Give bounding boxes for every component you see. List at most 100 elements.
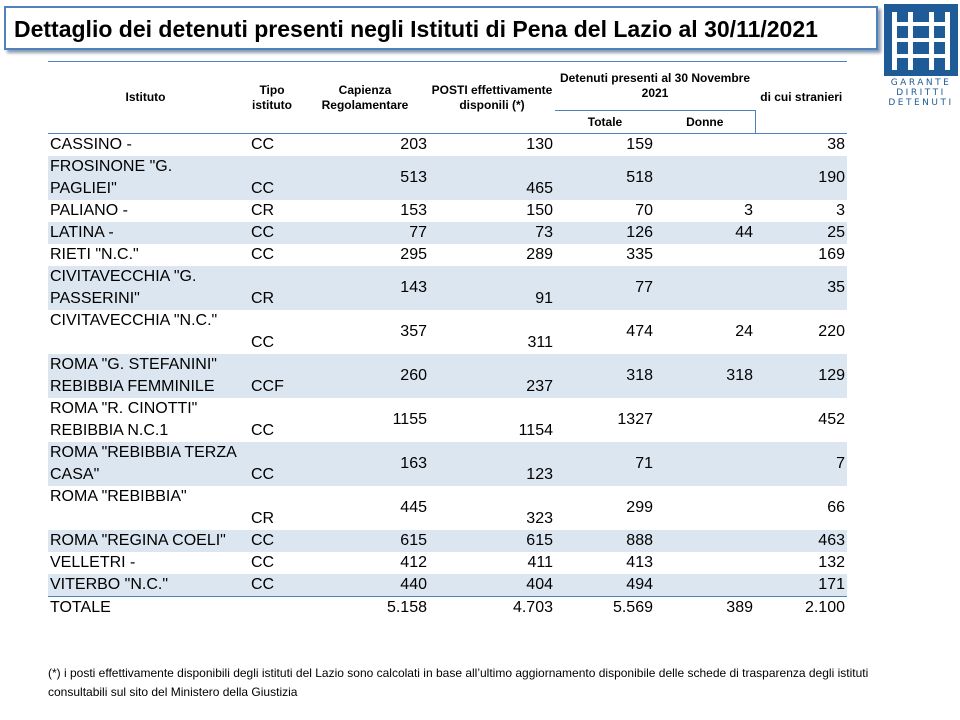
cell-istituto: ROMA "G. STEFANINI" REBIBBIA FEMMINILE <box>48 354 243 398</box>
cell-totale: 126 <box>555 222 655 244</box>
cell-istituto: ROMA "REBIBBIA TERZA CASA" <box>48 442 243 486</box>
cell-istituto: CIVITAVECCHIA "N.C." <box>50 312 218 329</box>
cell-posti: 411 <box>527 554 553 571</box>
total-stranieri: 2.100 <box>755 596 847 619</box>
cell-totale: 71 <box>555 442 655 486</box>
cell-istituto: FROSINONE "G. PAGLIEI" <box>48 156 243 200</box>
cell-capienza: 260 <box>301 354 429 398</box>
logo-text-garante: GARANTE <box>890 78 952 88</box>
table-row: RIETI "N.C." CC 295 289 335 169 <box>48 244 847 266</box>
cell-posti: 150 <box>526 202 553 219</box>
cell-donne <box>655 398 755 442</box>
table-row: ROMA "G. STEFANINI" REBIBBIA FEMMINILE CC… <box>48 354 847 398</box>
cell-tipo: CC <box>251 334 275 351</box>
table-row: ROMA "R. CINOTTI" REBIBBIA N.C.1 CC 1155 11… <box>48 398 847 442</box>
table-row: PALIANO - CR 153 150 70 3 3 <box>48 200 847 222</box>
cell-donne <box>655 266 755 310</box>
cell-donne <box>655 244 755 266</box>
cell-totale: 518 <box>555 156 655 200</box>
header-capienza: Capienza Regolamentare <box>301 61 429 134</box>
cell-posti: 615 <box>429 530 555 552</box>
table-row: CASSINO - CC 203 130 159 38 <box>48 134 847 157</box>
cell-istituto: PALIANO - <box>50 202 128 219</box>
cell-donne <box>655 156 755 200</box>
table-row: VITERBO "N.C." CC 440 404 494 171 <box>48 574 847 597</box>
cell-tipo: CC <box>251 246 275 263</box>
cell-donne: 24 <box>735 323 753 340</box>
cell-posti: 123 <box>429 442 555 486</box>
header-detenuti: Detenuti presenti al 30 Novembre 2021 <box>555 61 755 111</box>
logo-mark-icon <box>884 4 958 76</box>
garante-logo: GARANTE DIRITTI DETENUTI <box>884 4 958 110</box>
cell-istituto: CIVITAVECCHIA "G. PASSERINI" <box>48 266 243 310</box>
header-istituto: Istituto <box>48 61 243 134</box>
cell-capienza: 203 <box>400 136 427 153</box>
header-posti: POSTI effettivamente disponili (*) <box>429 61 555 134</box>
header-donne: Donne <box>655 110 756 134</box>
table-row: ROMA "REBIBBIA TERZA CASA" CC 163 123 71 7 <box>48 442 847 486</box>
cell-istituto: LATINA - <box>48 222 243 244</box>
table-row: FROSINONE "G. PAGLIEI" CC 513 465 518 190 <box>48 156 847 200</box>
cell-totale: 413 <box>626 554 653 571</box>
cell-donne <box>655 442 755 486</box>
cell-istituto: VITERBO "N.C." <box>48 574 243 597</box>
cell-posti: 237 <box>429 354 555 398</box>
cell-donne <box>655 574 755 597</box>
table-row: ROMA "REBIBBIA" CR 445 323 299 66 <box>48 486 847 530</box>
cell-stranieri: 25 <box>755 222 847 244</box>
cell-capienza: 440 <box>301 574 429 597</box>
cell-posti: 91 <box>429 266 555 310</box>
cell-capienza: 412 <box>400 554 427 571</box>
logo-text-detenuti: DETENUTI <box>888 98 954 108</box>
cell-donne <box>655 552 755 574</box>
cell-tipo: CR <box>243 266 301 310</box>
cell-posti: 1154 <box>518 422 553 439</box>
logo-text-diritti: DIRITTI <box>896 88 946 98</box>
header-stranieri: di cui stranieri <box>755 61 847 134</box>
cell-istituto: ROMA "REBIBBIA" <box>50 488 187 505</box>
cell-donne <box>655 530 755 552</box>
cell-capienza: 163 <box>301 442 429 486</box>
cell-donne: 44 <box>655 222 755 244</box>
cell-posti: 289 <box>526 246 553 263</box>
header-tipo: Tipo istituto <box>243 61 301 134</box>
cell-tipo: CR <box>251 510 275 527</box>
cell-totale: 159 <box>626 136 653 153</box>
cell-stranieri: 171 <box>755 574 847 597</box>
cell-istituto: ROMA "REGINA COELI" <box>48 530 243 552</box>
cell-tipo: CC <box>243 442 301 486</box>
cell-stranieri: 452 <box>818 411 845 428</box>
total-empty <box>243 596 301 619</box>
cell-donne: 3 <box>744 202 753 219</box>
cell-totale: 299 <box>626 499 653 516</box>
title-box: Dettaglio dei detenuti presenti negli Is… <box>4 6 878 50</box>
cell-stranieri: 7 <box>755 442 847 486</box>
total-label: TOTALE <box>48 596 243 619</box>
cell-posti: 311 <box>527 334 553 351</box>
cell-stranieri: 3 <box>836 202 845 219</box>
cell-istituto: CASSINO - <box>50 136 132 153</box>
page-title: Dettaglio dei detenuti presenti negli Is… <box>14 16 818 42</box>
total-totale: 5.569 <box>555 596 655 619</box>
cell-donne <box>655 134 755 157</box>
cell-capienza: 445 <box>400 499 427 516</box>
cell-istituto: RIETI "N.C." <box>50 246 139 263</box>
total-donne: 389 <box>655 596 755 619</box>
cell-stranieri: 169 <box>818 246 845 263</box>
table-row: VELLETRI - CC 412 411 413 132 <box>48 552 847 574</box>
cell-stranieri: 35 <box>755 266 847 310</box>
cell-posti: 404 <box>429 574 555 597</box>
cell-capienza: 295 <box>400 246 427 263</box>
cell-totale: 318 <box>555 354 655 398</box>
cell-tipo: CC <box>251 554 275 571</box>
detainees-table: Istituto Tipo istituto Capienza Regolame… <box>48 61 847 619</box>
cell-stranieri: 66 <box>827 499 845 516</box>
cell-posti: 130 <box>526 136 553 153</box>
cell-donne <box>655 486 755 530</box>
cell-posti: 323 <box>526 510 553 527</box>
cell-totale: 494 <box>555 574 655 597</box>
cell-istituto: ROMA "R. CINOTTI" REBIBBIA N.C.1 <box>50 400 198 439</box>
footnote: (*) i posti effettivamente disponibili d… <box>48 666 869 699</box>
cell-capienza: 1155 <box>392 411 427 428</box>
table-row: ROMA "REGINA COELI" CC 615 615 888 463 <box>48 530 847 552</box>
